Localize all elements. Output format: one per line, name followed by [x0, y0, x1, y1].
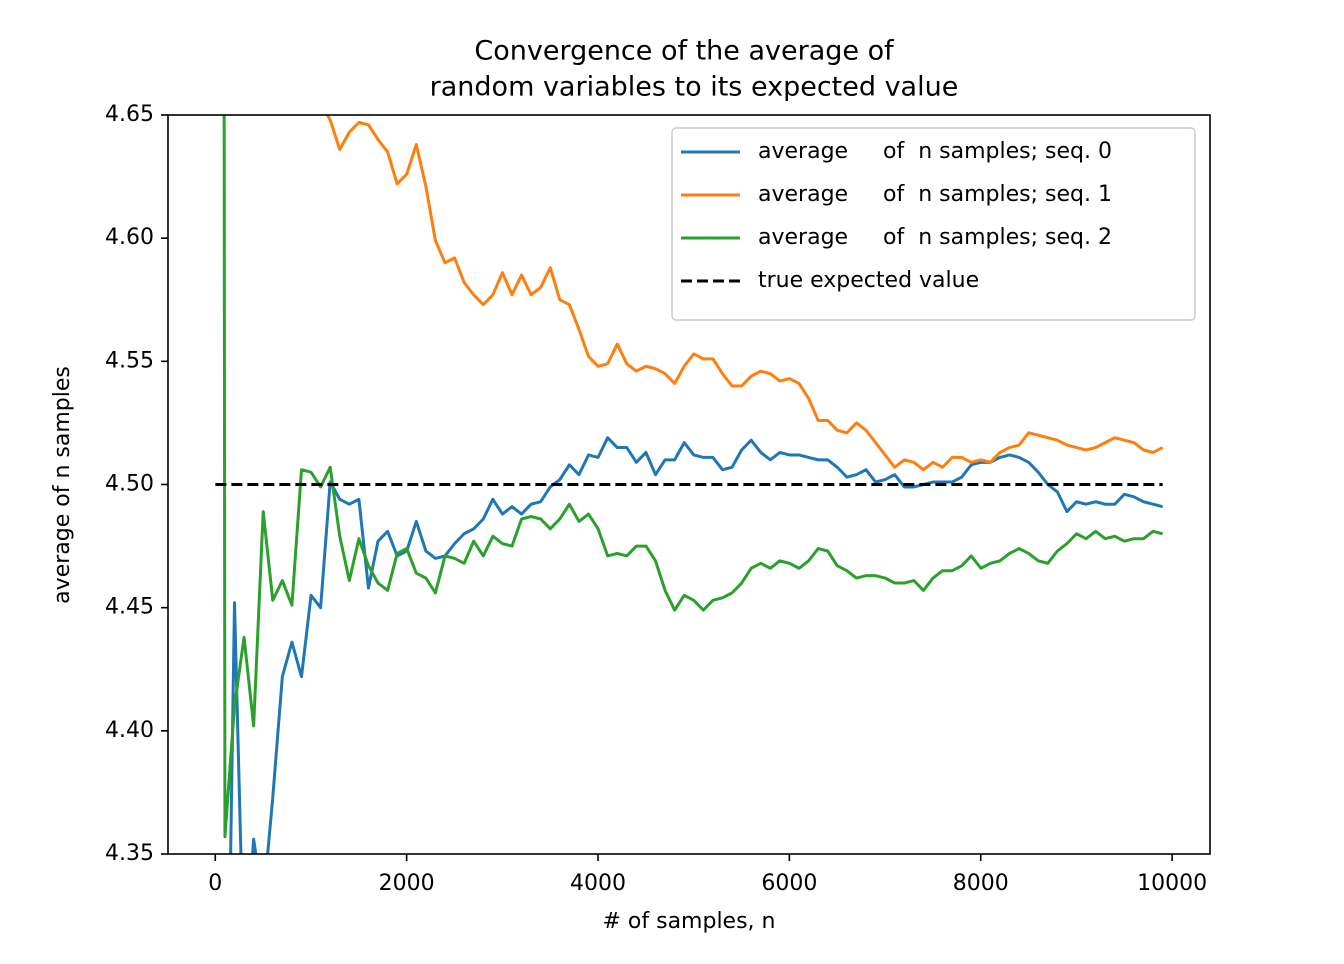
x-tick-label: 0 — [208, 871, 222, 896]
y-tick-label: 4.50 — [105, 472, 154, 497]
legend-label: average of n samples; seq. 2 — [758, 225, 1112, 250]
x-tick-label: 10000 — [1137, 871, 1207, 896]
data-line — [229, 436, 1164, 854]
legend-label: true expected value — [758, 268, 979, 293]
x-tick-label: 4000 — [570, 871, 626, 896]
y-tick-label: 4.60 — [105, 225, 154, 250]
x-tick-label: 6000 — [761, 871, 817, 896]
y-tick-label: 4.65 — [105, 102, 154, 127]
x-axis-label: # of samples, n — [602, 909, 775, 934]
x-tick-label: 2000 — [379, 871, 435, 896]
x-tick-label: 8000 — [953, 871, 1009, 896]
y-tick-label: 4.40 — [105, 718, 154, 743]
chart-title: Convergence of the average of — [474, 36, 895, 67]
y-tick-label: 4.45 — [105, 595, 154, 620]
y-tick-label: 4.35 — [105, 841, 154, 866]
legend-box — [671, 127, 1196, 321]
chart-title: random variables to its expected value — [430, 72, 959, 103]
data-line — [222, 115, 1164, 839]
legend-label: average of n samples; seq. 0 — [758, 139, 1112, 164]
y-tick-label: 4.55 — [105, 348, 154, 373]
data-line — [325, 115, 1164, 472]
y-axis-label: average of n samples — [50, 366, 75, 604]
plot-area — [215, 115, 1164, 854]
legend-label: average of n samples; seq. 1 — [758, 182, 1112, 207]
